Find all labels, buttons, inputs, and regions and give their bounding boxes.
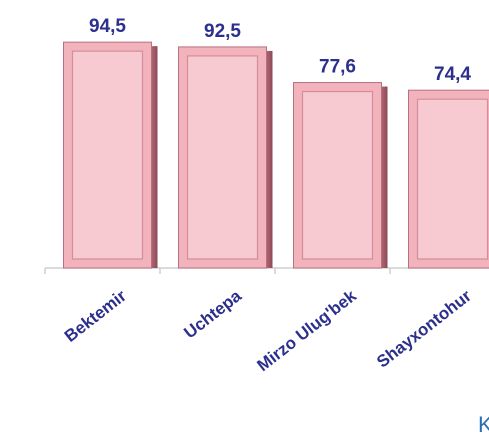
bar-shadow	[377, 86, 388, 268]
annotation: K	[478, 412, 489, 437]
value-label: 77,6	[319, 57, 356, 78]
bar-shadow	[262, 50, 273, 268]
bar-bevel	[301, 90, 374, 260]
bar-bevel	[186, 55, 259, 260]
value-label: 92,5	[204, 21, 241, 42]
x-tick-label: Bektemir	[61, 286, 130, 346]
bar-bevel	[71, 50, 144, 260]
value-label: 74,4	[434, 64, 471, 85]
x-tick-label: Uchtepa	[180, 286, 245, 343]
bar-bevel	[416, 98, 489, 260]
bar-shadow	[147, 46, 158, 268]
x-tick-label: Shayxontohur	[373, 286, 475, 372]
value-label: 94,5	[89, 16, 126, 37]
x-tick-label: Mirzo Ulug'bek	[254, 286, 361, 375]
